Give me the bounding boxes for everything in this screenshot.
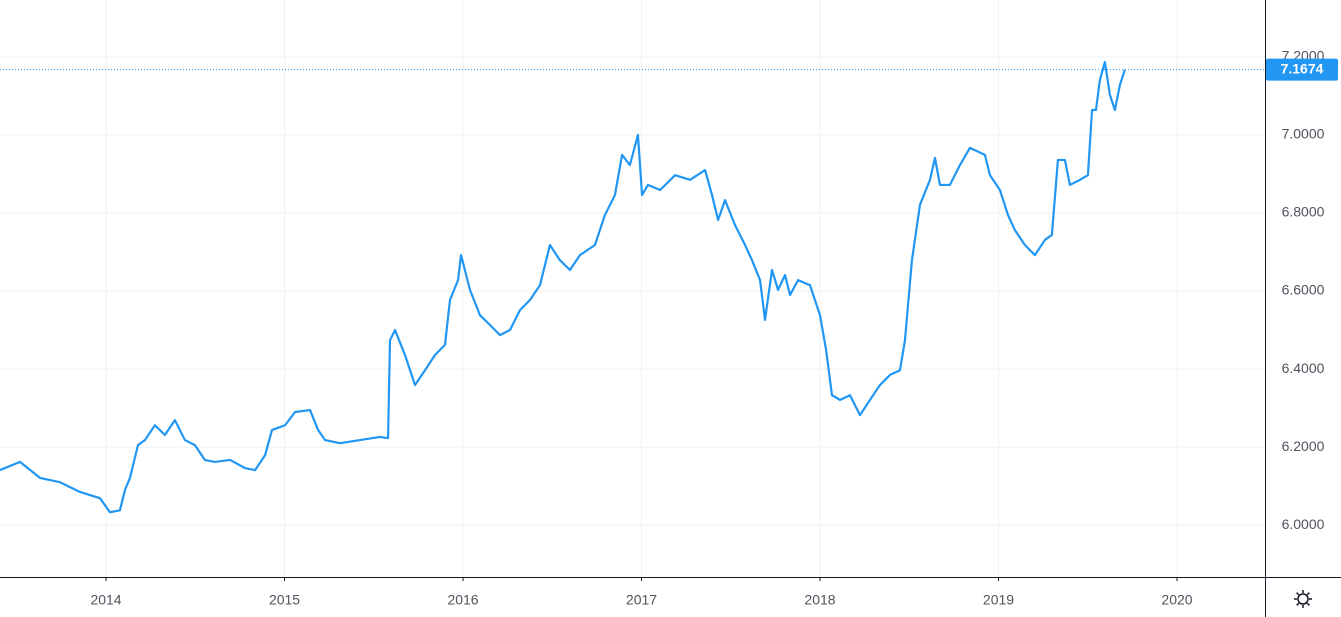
x-tick-label: 2014	[90, 592, 121, 608]
x-tick-label: 2018	[804, 592, 835, 608]
x-tick-label: 2019	[983, 592, 1014, 608]
grid	[0, 0, 1265, 577]
plot	[0, 60, 1265, 514]
price-line	[0, 60, 1126, 514]
x-tick-label: 2015	[269, 592, 300, 608]
x-tick-label: 2017	[626, 592, 657, 608]
y-tick-label: 6.2000	[1282, 438, 1325, 454]
axes: 6.00006.20006.40006.60006.80007.00007.20…	[90, 48, 1338, 608]
settings-icon[interactable]	[1294, 590, 1312, 608]
x-tick-label: 2020	[1161, 592, 1192, 608]
y-tick-label: 6.4000	[1282, 360, 1325, 376]
y-tick-label: 6.8000	[1282, 204, 1325, 220]
y-tick-label: 6.0000	[1282, 516, 1325, 532]
y-tick-label: 6.6000	[1282, 282, 1325, 298]
last-price-label: 7.1674	[1281, 60, 1324, 76]
last-price-box	[1266, 58, 1338, 81]
y-tick-label: 7.0000	[1282, 126, 1325, 142]
x-tick-label: 2016	[447, 592, 478, 608]
